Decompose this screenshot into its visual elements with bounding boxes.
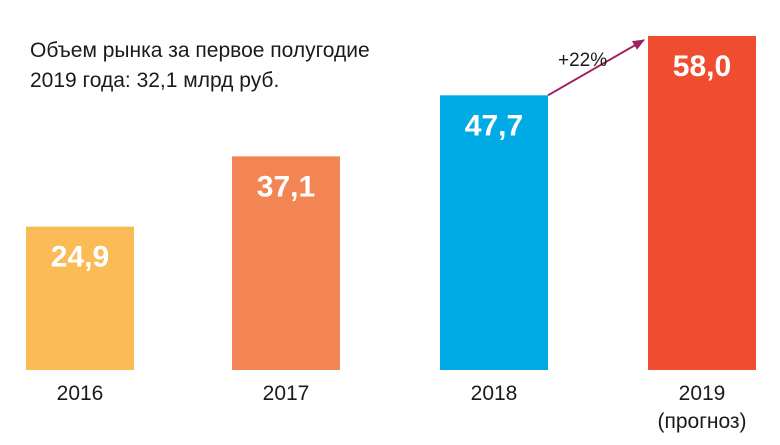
growth-arrow [547,39,645,97]
value-label-2018: 47,7 [465,109,523,142]
x-tick-label-2018: 2018 [471,382,518,405]
bar-2016 [26,226,134,370]
value-label-2016: 24,9 [51,241,109,274]
bar-2017 [232,156,340,370]
market-volume-note-line-2: 2019 года: 32,1 млрд руб. [30,69,280,92]
bar-2018 [440,95,548,371]
market-volume-note-line-1: Объем рынка за первое полугодие [30,39,370,62]
market-volume-note: Объем рынка за первое полугодие 2019 год… [30,36,370,96]
growth-label: +22% [558,50,607,71]
x-tick-sublabel-2019: (прогноз) [657,410,746,433]
value-label-2019: 58,0 [673,50,731,83]
bar-2019 [648,36,756,370]
x-tick-label-2019: 2019 [679,382,726,405]
value-label-2017: 37,1 [257,170,315,203]
x-tick-label-2017: 2017 [263,382,310,405]
x-tick-label-2016: 2016 [57,382,104,405]
